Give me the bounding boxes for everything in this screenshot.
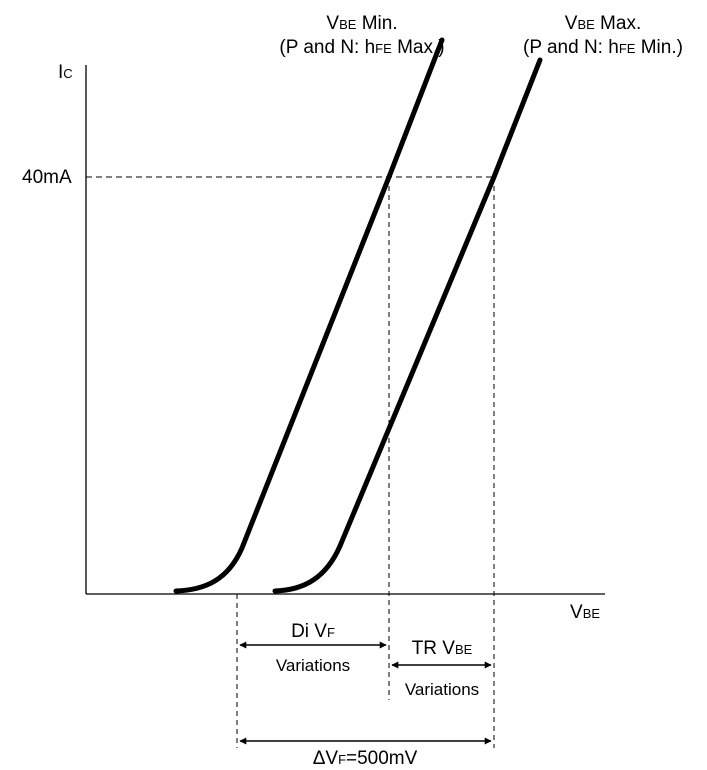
vbe-min-title: VBE Min. bbox=[262, 14, 462, 33]
di-vf-label-sub: F bbox=[327, 625, 335, 640]
tr-vbe-label: TR VBE bbox=[392, 639, 492, 658]
y-tick-40ma: 40mA bbox=[22, 167, 72, 188]
vbe-min-title-sub: BE bbox=[339, 17, 356, 32]
vbe-min-cond-post: Max.) bbox=[392, 37, 445, 58]
vbe-max-cond-pre: (P and N: h bbox=[523, 37, 619, 58]
vbe-min-cond-pre: (P and N: h bbox=[279, 37, 375, 58]
delta-vf-label: ΔVF=500mV bbox=[275, 749, 455, 768]
y-axis-label-sub: C bbox=[63, 66, 72, 81]
di-vf-caption-text: Variations bbox=[276, 656, 350, 675]
vbe-max-title-main: V bbox=[565, 13, 578, 34]
vbe-max-title-sub: BE bbox=[577, 17, 594, 32]
x-axis-label: VBE bbox=[570, 603, 600, 622]
y-tick-label: 40mA bbox=[22, 168, 72, 187]
di-vf-label-main: Di V bbox=[291, 621, 327, 642]
vbe-min-cond-sub: FE bbox=[375, 41, 392, 56]
y-axis-label: IC bbox=[58, 63, 73, 82]
delta-vf-label-rest: =500mV bbox=[346, 748, 417, 769]
vbe-min-title-rest: Min. bbox=[356, 13, 397, 34]
vbe-min-curve bbox=[176, 40, 442, 591]
tr-vbe-label-main: TR V bbox=[412, 638, 455, 659]
di-vf-caption: Variations bbox=[253, 657, 373, 674]
vbe-max-title-rest: Max. bbox=[595, 13, 641, 34]
tr-vbe-label-sub: BE bbox=[455, 642, 472, 657]
tr-vbe-caption-text: Variations bbox=[405, 680, 479, 699]
x-axis-label-main: V bbox=[570, 602, 583, 623]
delta-vf-label-sub: F bbox=[338, 752, 346, 767]
di-vf-label: Di VF bbox=[253, 622, 373, 641]
vbe-min-title-main: V bbox=[326, 13, 339, 34]
delta-vf-label-main: ΔV bbox=[313, 748, 338, 769]
vbe-min-condition: (P and N: hFE Max.) bbox=[262, 38, 462, 57]
tr-vbe-caption: Variations bbox=[386, 681, 498, 698]
vbe-max-condition: (P and N: hFE Min.) bbox=[503, 38, 703, 57]
vbe-max-curve bbox=[275, 60, 540, 591]
x-axis-label-sub: BE bbox=[583, 606, 600, 621]
vbe-max-title: VBE Max. bbox=[503, 14, 703, 33]
vbe-max-cond-post: Min.) bbox=[635, 37, 683, 58]
vbe-max-cond-sub: FE bbox=[619, 41, 636, 56]
